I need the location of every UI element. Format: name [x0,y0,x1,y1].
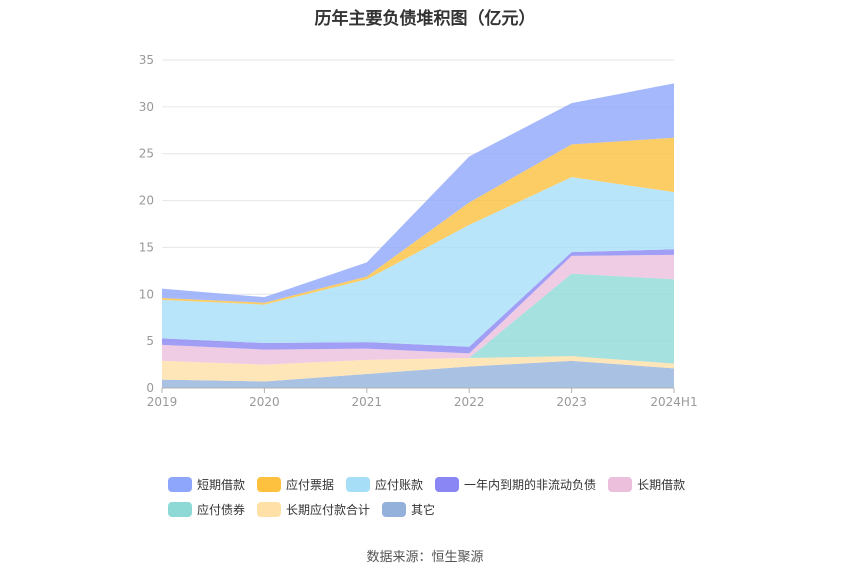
y-tick-label-4: 20 [139,194,154,208]
legend-item[interactable]: 长期应付款合计 [257,501,370,518]
area-series-layer [162,83,674,388]
x-tick-label-3: 2022 [454,395,485,409]
series-area-7 [162,83,674,303]
legend-swatch [435,476,460,492]
legend-label: 其它 [411,502,436,517]
series-area-4 [162,249,674,354]
legend-item[interactable]: 其它 [382,501,435,518]
axes [161,387,675,393]
y-tick-label-0: 0 [146,381,154,395]
series-area-6 [162,137,674,305]
legend-label: 短期借款 [197,477,246,492]
y-tick-labels: 0 5 10 15 20 25 30 35 [139,53,154,395]
x-tick-label-2: 2021 [352,395,383,409]
legend-row-1: 应付债券 长期应付款合计 其它 [168,497,728,521]
legend-row-0: 短期借款 应付票据 应付账款 一年内到期的非流动负债 长期借款 [168,472,728,496]
legend-label: 应付债券 [197,502,246,517]
y-tick-label-3: 15 [139,240,154,254]
x-tick-label-0: 2019 [147,395,178,409]
legend-label: 应付票据 [286,477,335,492]
source-note: 数据来源：恒生聚源 [366,550,484,565]
legend-item[interactable]: 短期借款 [168,476,245,493]
legend-swatch [257,476,282,492]
legend-swatch [168,476,192,492]
series-area-2 [162,273,674,365]
legend-item[interactable]: 长期借款 [608,476,685,493]
legend-label: 长期借款 [637,477,686,492]
chart-title: 历年主要负债堆积图（亿元） [314,9,536,29]
y-tick-label-6: 30 [139,100,154,114]
series-area-0 [162,360,674,388]
legend-item[interactable]: 一年内到期的非流动负债 [435,476,596,493]
legend-swatch [257,501,282,517]
legend-swatch [168,501,192,517]
legend-swatch [382,501,407,517]
legend: 短期借款 应付票据 应付账款 一年内到期的非流动负债 长期借款应付债券 长期应付款合计 其它 [168,472,728,522]
series-area-3 [162,254,674,365]
x-tick-label-5: 2024H1 [650,395,697,409]
legend-item[interactable]: 应付账款 [346,476,423,493]
series-area-1 [162,356,674,382]
legend-label: 长期应付款合计 [286,502,371,517]
x-tick-label-1: 2020 [249,395,280,409]
y-tick-label-7: 35 [139,53,154,67]
y-tick-label-5: 25 [139,147,154,161]
legend-swatch [608,476,633,492]
series-area-5 [162,177,674,347]
x-tick-label-4: 2023 [556,395,587,409]
legend-label: 一年内到期的非流动负债 [464,477,597,492]
y-tick-label-2: 10 [139,287,154,301]
legend-label: 应付账款 [375,477,424,492]
legend-swatch [346,476,371,492]
legend-item[interactable]: 应付债券 [168,501,245,518]
legend-item[interactable]: 应付票据 [257,476,334,493]
stacked-area-chart: 0 5 10 15 20 25 30 35 2019 2020 2021 2022 2023 2024H… [139,53,698,409]
y-tick-label-1: 5 [146,334,154,348]
x-tick-labels: 2019 2020 2021 2022 2023 2024H1 [147,395,698,409]
